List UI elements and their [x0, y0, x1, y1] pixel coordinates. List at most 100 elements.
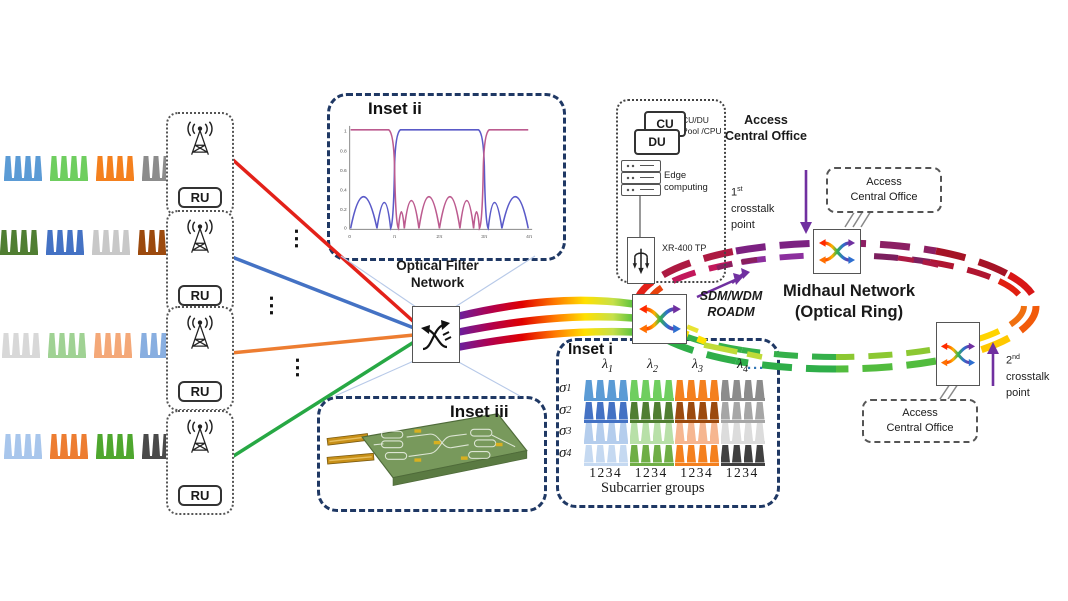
x-tick-label: 0 — [348, 234, 351, 240]
inset-iii-title: Inset iii — [450, 402, 509, 421]
comb-tooth — [720, 401, 730, 420]
subcarrier-comb — [720, 444, 765, 466]
subcarrier-comb — [48, 333, 86, 358]
subcarrier-index-label: 1234 — [589, 465, 623, 480]
comb-tooth — [142, 156, 150, 178]
subcarrier-index-label: 1234 — [634, 465, 668, 480]
comb-tooth — [148, 230, 156, 252]
comb-tooth — [629, 380, 639, 398]
photonic-chip-illustration — [326, 413, 528, 486]
ru-unit-2: RU — [166, 210, 234, 315]
ru-fibers — [230, 157, 416, 459]
subcarrier-comb — [584, 444, 628, 466]
inset-ii-box — [327, 93, 566, 261]
comb-tooth — [686, 423, 696, 441]
lambda-label: λ4 — [736, 357, 749, 375]
comb-tooth — [652, 444, 662, 463]
comb-tooth — [686, 444, 696, 463]
subcarrier-comb — [629, 401, 674, 423]
comb-tooth — [140, 333, 148, 355]
callout-lines — [334, 255, 536, 397]
access-central-office-box-ring-bottom: Access Central Office — [862, 399, 978, 443]
inset-i-title: Inset i — [568, 341, 613, 358]
comb-tooth — [595, 380, 605, 398]
comb-tooth — [56, 230, 64, 252]
inset-i-grid — [584, 380, 765, 466]
subcarrier-comb — [584, 401, 628, 423]
antenna-icon — [177, 217, 223, 257]
y-tick-label: 0 — [344, 225, 347, 231]
ru4-fiber — [231, 340, 415, 459]
subcarrier-index-label: 1234 — [680, 465, 714, 480]
sdm-fiber-bundle — [458, 296, 635, 351]
trident-splitter-icon — [632, 248, 650, 274]
comb-tooth — [641, 380, 651, 398]
comb-tooth — [126, 434, 134, 456]
comb-tooth — [50, 156, 58, 178]
comb-tooth — [607, 401, 617, 420]
comb-tooth — [78, 333, 86, 355]
ru-label: RU — [177, 187, 223, 208]
comb-tooth — [629, 423, 639, 441]
ru-unit-3: RU — [166, 306, 234, 411]
comb-tooth — [629, 401, 639, 420]
comb-tooth — [652, 380, 662, 398]
comb-tooth — [20, 230, 28, 252]
comb-tooth — [595, 401, 605, 420]
comb-tooth — [732, 401, 742, 420]
comb-tooth — [709, 380, 719, 398]
x-tick-label: π — [393, 235, 397, 240]
subcarrier-comb — [629, 380, 674, 401]
comb-tooth — [68, 333, 76, 355]
comb-tooth — [70, 156, 78, 178]
subcarrier-comb — [584, 423, 628, 444]
sdm-wdm-roadm-label: SDM/WDM ROADM — [699, 289, 763, 319]
comb-tooth — [652, 423, 662, 441]
more-ru-ellipsis: ⋮ — [286, 227, 307, 250]
comb-tooth — [2, 333, 10, 355]
comb-tooth — [76, 230, 84, 252]
ru-label: RU — [177, 485, 223, 506]
comb-tooth — [60, 434, 68, 456]
comb-tooth — [720, 380, 730, 398]
comb-tooth — [720, 423, 730, 441]
comb-tooth — [732, 444, 742, 463]
comb-tooth — [50, 434, 58, 456]
subcarrier-comb — [0, 230, 38, 255]
inset-ii-title: Inset ii — [368, 99, 422, 118]
comb-tooth — [652, 401, 662, 420]
comb-tooth — [92, 230, 100, 252]
more-ru-ellipsis: ⋮ — [261, 294, 282, 317]
comb-tooth — [138, 230, 146, 252]
arrow-ne-roadm — [696, 278, 736, 299]
comb-tooth — [106, 434, 114, 456]
comb-tooth — [96, 156, 104, 178]
subcarrier-comb — [720, 401, 765, 423]
comb-tooth — [122, 230, 130, 252]
comb-tooth — [152, 156, 160, 178]
comb-tooth — [755, 444, 765, 463]
comb-tooth — [32, 333, 40, 355]
comb-tooth — [48, 333, 56, 355]
roadm-switch-icon — [940, 339, 976, 370]
comb-tooth — [66, 230, 74, 252]
subcarrier-comb — [92, 230, 130, 255]
comb-row-3 — [2, 333, 178, 359]
comb-tooth — [22, 333, 30, 355]
ring-node-top — [813, 229, 861, 274]
comb-tooth — [641, 401, 651, 420]
comb-tooth — [60, 156, 68, 178]
comb-tooth — [142, 434, 150, 456]
comb-tooth — [675, 380, 685, 398]
comb-tooth — [46, 230, 54, 252]
crosstalk-point-2-label: 2nd crosstalk point — [1006, 354, 1050, 399]
comb-tooth — [641, 423, 651, 441]
sdm-wdm-roadm-node — [632, 294, 687, 344]
access-central-office-label-top: Access Central Office — [725, 113, 807, 143]
edge-computing-label: Edge computing — [664, 170, 708, 194]
antenna-icon — [177, 417, 223, 457]
comb-tooth — [755, 380, 765, 398]
